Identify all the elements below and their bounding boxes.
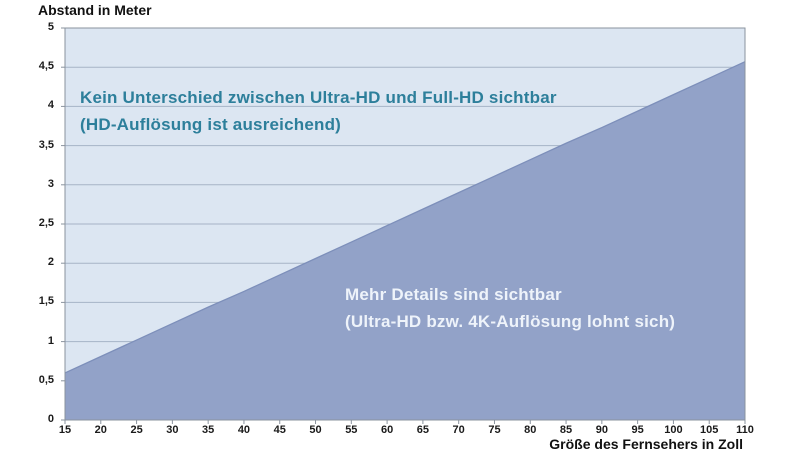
x-tick-label: 110 [736, 424, 754, 436]
y-tick-label: 0 [47, 413, 54, 425]
y-tick-label: 3,5 [38, 138, 54, 151]
y-tick-label: 1,5 [38, 295, 54, 308]
x-tick-label: 25 [130, 424, 143, 436]
series-line [64, 61, 746, 374]
x-tick-label: 55 [345, 424, 358, 436]
y-tick-label: 1 [47, 334, 54, 347]
annotation-upper-line2: (HD-Auflösung ist ausreichend) [80, 115, 342, 134]
y-tick-label: 2,5 [38, 217, 54, 229]
x-tick-label: 80 [524, 424, 537, 436]
x-tick-label: 15 [58, 424, 72, 436]
x-tick-label: 40 [237, 424, 251, 436]
x-tick-label: 35 [202, 424, 215, 436]
area-series [65, 61, 745, 420]
annotation-lower-region: Mehr Details sind sichtbar (Ultra-HD bzw… [345, 281, 675, 335]
x-tick-label: 50 [309, 424, 322, 436]
x-tick-label: 75 [488, 424, 501, 436]
y-axis-title: Abstand in Meter [38, 2, 152, 18]
x-tick-label: 30 [166, 424, 179, 436]
x-tick-label: 95 [631, 424, 644, 436]
annotation-lower-line1: Mehr Details sind sichtbar [345, 285, 562, 304]
x-tick-label: 60 [380, 424, 394, 436]
x-tick-label: 90 [595, 424, 608, 436]
x-tick-label: 45 [273, 424, 286, 436]
y-tick-label: 0,5 [38, 373, 54, 386]
x-tick-label: 65 [416, 424, 430, 436]
x-tick-label: 20 [94, 424, 107, 436]
annotation-upper-region: Kein Unterschied zwischen Ultra-HD und F… [80, 84, 557, 138]
y-tick-label: 2 [47, 256, 54, 269]
x-tick-label: 85 [559, 424, 573, 436]
y-tick-label: 3 [47, 177, 54, 190]
x-axis-title: Größe des Fernsehers in Zoll [549, 436, 743, 452]
y-axis-tick-labels: 0 0,5 1 1,5 2 2,5 3 3,5 4 4,5 5 [0, 0, 58, 460]
y-tick-label: 5 [47, 21, 54, 33]
annotation-lower-line2: (Ultra-HD bzw. 4K-Auflösung lohnt sich) [345, 312, 676, 331]
annotation-upper-line1: Kein Unterschied zwischen Ultra-HD und F… [80, 88, 557, 107]
x-tick-label: 100 [664, 424, 683, 436]
y-tick-label: 4,5 [38, 60, 54, 73]
y-tick-label: 4 [47, 99, 54, 112]
x-tick-label: 70 [452, 424, 465, 436]
x-tick-label: 105 [700, 424, 719, 436]
